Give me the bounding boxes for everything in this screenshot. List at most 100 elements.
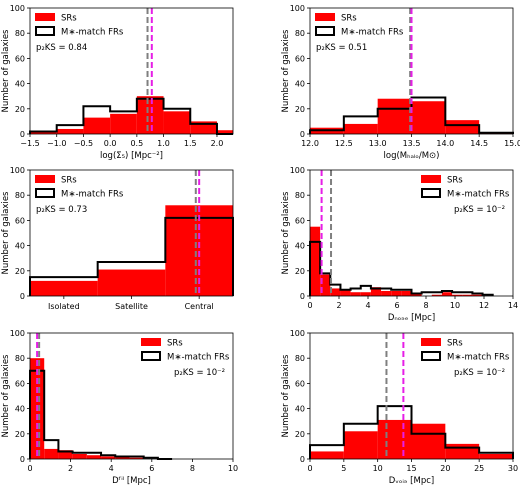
x-tick-label: 14.5	[470, 139, 488, 148]
sr-bar	[101, 456, 116, 459]
x-category-label: Satellite	[115, 302, 148, 311]
chart-panel: 0 20 40 60 80 100 0 5 10 15 20 25 30 Dᵥₒᵢₔ [Mpc] Numbe…	[281, 329, 518, 486]
x-tick-label: 2	[68, 464, 73, 473]
legend-fr-swatch	[315, 26, 335, 36]
y-tick-label: 0	[20, 292, 25, 301]
legend-sr-swatch	[421, 338, 441, 346]
sr-bar	[377, 98, 412, 134]
sr-bar	[472, 294, 483, 296]
legend-sr-swatch	[421, 175, 441, 183]
y-tick-label: 80	[15, 191, 25, 200]
p-value-annotation: p₂KS = 10⁻²	[454, 205, 505, 215]
axes-frame	[309, 169, 514, 297]
legend-sr-label: SRs	[61, 14, 77, 24]
sr-bars	[30, 358, 144, 459]
y-tick-label: 60	[295, 379, 305, 388]
legend-sr-label: SRs	[61, 176, 77, 186]
sr-bar	[44, 448, 59, 459]
sr-bars	[310, 419, 513, 459]
axes-frame	[29, 7, 234, 135]
sr-bar	[163, 111, 191, 134]
legend-sr-swatch	[315, 13, 335, 21]
legend-fr-swatch	[35, 188, 55, 198]
sr-bar	[377, 419, 412, 459]
x-tick-label: 13.0	[369, 139, 387, 148]
legend-fr-swatch	[35, 26, 55, 36]
legend-fr-swatch	[421, 351, 441, 361]
fr-step-line	[29, 97, 233, 135]
y-tick-label: 20	[15, 267, 25, 276]
x-tick-label: 14.0	[436, 139, 454, 148]
x-tick-label: 15.0	[504, 139, 520, 148]
y-tick-label: 60	[295, 216, 305, 225]
x-category-label: Central	[185, 302, 214, 311]
y-tick-label: 60	[295, 54, 305, 63]
x-tick-label: 25	[474, 464, 484, 473]
sr-bar	[401, 290, 412, 296]
chart-panel: 0 20 40 60 80 100 Isolated Satellite Central Numb…	[1, 166, 234, 311]
legend-fr-label: M∗-match FRs	[167, 353, 230, 363]
y-tick-label: 60	[15, 379, 25, 388]
legend-sr-label: SRs	[167, 339, 183, 349]
sr-bar	[216, 130, 233, 134]
y-axis-label: Number of galaxies	[1, 191, 11, 275]
x-tick-label: 30	[508, 464, 518, 473]
x-tick-label: 4	[109, 464, 114, 473]
sr-bars	[30, 96, 233, 134]
sr-bar	[411, 423, 446, 459]
sr-bar	[462, 294, 473, 296]
x-tick-label: −1.0	[47, 139, 66, 148]
y-axis-label: Number of galaxies	[281, 354, 291, 438]
legend-fr-swatch	[421, 188, 441, 198]
sr-bar	[129, 457, 144, 459]
x-tick-label: 4	[365, 301, 370, 310]
x-tick-label: 5	[341, 464, 346, 473]
y-tick-label: 100	[10, 329, 25, 338]
sr-bar	[97, 269, 166, 296]
y-tick-label: 0	[300, 455, 305, 464]
sr-bar	[320, 274, 331, 296]
legend-fr-label: M∗-match FRs	[61, 190, 124, 200]
y-tick-label: 100	[10, 4, 25, 13]
sr-bar	[30, 280, 98, 296]
legend: SRs M∗-match FRs	[421, 338, 510, 363]
y-tick-label: 20	[15, 105, 25, 114]
legend-fr-swatch	[141, 351, 161, 361]
y-tick-label: 40	[295, 242, 305, 251]
y-tick-label: 80	[295, 29, 305, 38]
sr-bar	[343, 431, 378, 459]
x-axis-label: log(Mₕₐₗₒ/M⊙)	[384, 151, 440, 161]
legend-sr-label: SRs	[447, 339, 463, 349]
x-tick-label: 10	[450, 301, 460, 310]
sr-bar	[310, 451, 344, 459]
legend-sr-swatch	[141, 338, 161, 346]
y-tick-label: 100	[290, 166, 305, 175]
y-axis-label: Number of galaxies	[1, 29, 11, 113]
sr-bar	[441, 292, 453, 296]
y-tick-label: 100	[290, 329, 305, 338]
y-tick-label: 20	[295, 267, 305, 276]
x-tick-label: 13.5	[403, 139, 421, 148]
x-tick-label: 6	[149, 464, 154, 473]
x-tick-label: 8	[423, 301, 428, 310]
y-tick-label: 80	[295, 191, 305, 200]
sr-bar	[340, 289, 351, 296]
p-value-annotation: p₂KS = 0.84	[36, 43, 87, 53]
sr-bar	[83, 117, 111, 134]
sr-bar	[381, 290, 392, 296]
legend-sr-swatch	[35, 13, 55, 21]
chart-panel: 0 20 40 60 80 100 12.0 12.5 13.0 13.5 14.0 14.5 15.0…	[281, 4, 520, 161]
x-tick-label: 15	[406, 464, 416, 473]
y-tick-label: 40	[295, 80, 305, 89]
y-tick-label: 80	[15, 29, 25, 38]
y-tick-label: 0	[300, 292, 305, 301]
y-axis-label: Number of galaxies	[1, 354, 11, 438]
legend: SRs M∗-match FRs	[315, 13, 404, 38]
x-tick-label: 12.5	[335, 139, 353, 148]
x-axis-label: Dₙₒₔₑ [Mpc]	[388, 313, 435, 323]
sr-bar	[411, 293, 422, 296]
x-category-label: Isolated	[48, 302, 80, 311]
fr-step-line	[309, 405, 514, 459]
y-tick-label: 40	[15, 405, 25, 414]
